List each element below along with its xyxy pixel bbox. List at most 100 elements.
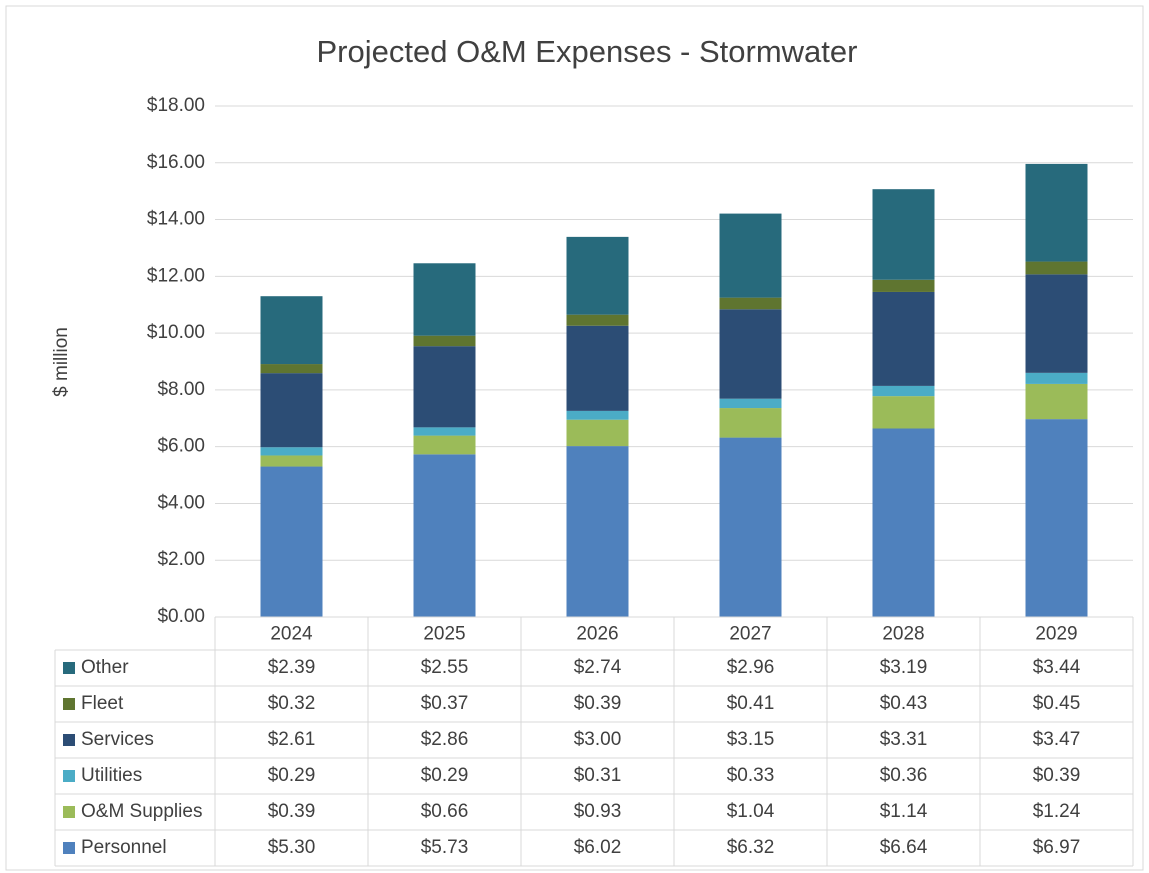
table-cell: $1.04 [727, 801, 775, 822]
table-cell: $2.55 [421, 657, 469, 678]
bar-segment [1025, 383, 1088, 420]
table-cell: $5.30 [268, 837, 316, 858]
bar-segment [719, 297, 782, 310]
legend-key [63, 698, 75, 710]
table-cell: $0.31 [574, 765, 622, 786]
x-tick-label: 2029 [1035, 624, 1077, 645]
legend-label: O&M Supplies [81, 801, 202, 822]
table-cell: $6.32 [727, 837, 775, 858]
bar-segment [260, 296, 323, 365]
table-cell: $0.37 [421, 693, 469, 714]
bar-segment [1025, 261, 1088, 275]
bar-segment [1025, 372, 1088, 384]
legend-key [63, 842, 75, 854]
bar-segment [719, 408, 782, 438]
table-cell: $3.15 [727, 729, 775, 750]
bar-segment [413, 435, 476, 455]
legend-key [63, 662, 75, 674]
legend-label: Utilities [81, 765, 142, 786]
bar-segment [719, 213, 782, 298]
table-cell: $5.73 [421, 837, 469, 858]
legend-label: Fleet [81, 693, 124, 714]
legend-key [63, 806, 75, 818]
table-cell: $1.24 [1033, 801, 1081, 822]
legend-label: Services [81, 729, 154, 750]
table-cell: $2.86 [421, 729, 469, 750]
bar-segment [719, 398, 782, 409]
bar-segment [413, 335, 476, 347]
x-tick-label: 2028 [882, 624, 924, 645]
y-tick-label: $10.00 [147, 322, 205, 343]
bar-segment [1025, 274, 1088, 373]
y-tick-label: $14.00 [147, 209, 205, 230]
bar-segment [872, 396, 935, 429]
bar-segment [872, 385, 935, 397]
bar-segment [719, 309, 782, 399]
bar-segment [719, 437, 782, 617]
table-cell: $6.97 [1033, 837, 1081, 858]
table-cell: $3.47 [1033, 729, 1081, 750]
y-tick-label: $12.00 [147, 265, 205, 286]
table-cell: $0.45 [1033, 693, 1081, 714]
bar-segment [566, 446, 629, 617]
table-cell: $3.44 [1033, 657, 1081, 678]
table-cell: $6.64 [880, 837, 928, 858]
bar-segment [872, 428, 935, 617]
table-cell: $3.19 [880, 657, 928, 678]
y-tick-label: $2.00 [157, 549, 205, 570]
bar-segment [566, 419, 629, 447]
bar-segment [1025, 163, 1088, 262]
table-cell: $2.39 [268, 657, 316, 678]
y-tick-label: $8.00 [157, 379, 205, 400]
table-cell: $0.66 [421, 801, 469, 822]
y-tick-label: $4.00 [157, 492, 205, 513]
bar-segment [566, 314, 629, 326]
bar-segment [566, 325, 629, 411]
bar-segment [413, 427, 476, 436]
legend-label: Other [81, 657, 129, 678]
table-cell: $3.00 [574, 729, 622, 750]
table-cell: $0.93 [574, 801, 622, 822]
table-cell: $0.39 [268, 801, 316, 822]
table-cell: $0.43 [880, 693, 928, 714]
y-tick-label: $6.00 [157, 436, 205, 457]
table-cell: $3.31 [880, 729, 928, 750]
legend-key [63, 734, 75, 746]
bar-segment [260, 455, 323, 467]
table-cell: $0.29 [421, 765, 469, 786]
bar-segment [872, 279, 935, 292]
y-tick-label: $18.00 [147, 95, 205, 116]
legend-label: Personnel [81, 837, 167, 858]
bar-segment [260, 364, 323, 374]
x-tick-label: 2025 [423, 624, 465, 645]
table-cell: $2.74 [574, 657, 622, 678]
table-cell: $0.36 [880, 765, 928, 786]
bar-segment [260, 466, 323, 617]
table-cell: $2.61 [268, 729, 316, 750]
table-cell: $0.32 [268, 693, 316, 714]
table-cell: $0.41 [727, 693, 775, 714]
table-cell: $0.39 [574, 693, 622, 714]
bar-segment [1025, 419, 1088, 617]
table-cell: $6.02 [574, 837, 622, 858]
bar-segment [413, 346, 476, 428]
x-tick-label: 2024 [270, 624, 313, 645]
x-tick-label: 2026 [576, 624, 618, 645]
legend-key [63, 770, 75, 782]
table-cell: $0.39 [1033, 765, 1081, 786]
bar-segment [260, 447, 323, 456]
bar-segment [260, 373, 323, 448]
bar-segment [566, 410, 629, 420]
bar-segment [413, 263, 476, 336]
bar-segment [413, 454, 476, 617]
table-cell: $0.33 [727, 765, 775, 786]
bar-segment [566, 236, 629, 315]
chart-title: Projected O&M Expenses - Stormwater [317, 34, 858, 69]
bar-segment [872, 291, 935, 386]
x-tick-label: 2027 [729, 624, 771, 645]
bar-segment [872, 189, 935, 280]
y-tick-label: $16.00 [147, 152, 205, 173]
table-cell: $0.29 [268, 765, 316, 786]
table-cell: $1.14 [880, 801, 928, 822]
